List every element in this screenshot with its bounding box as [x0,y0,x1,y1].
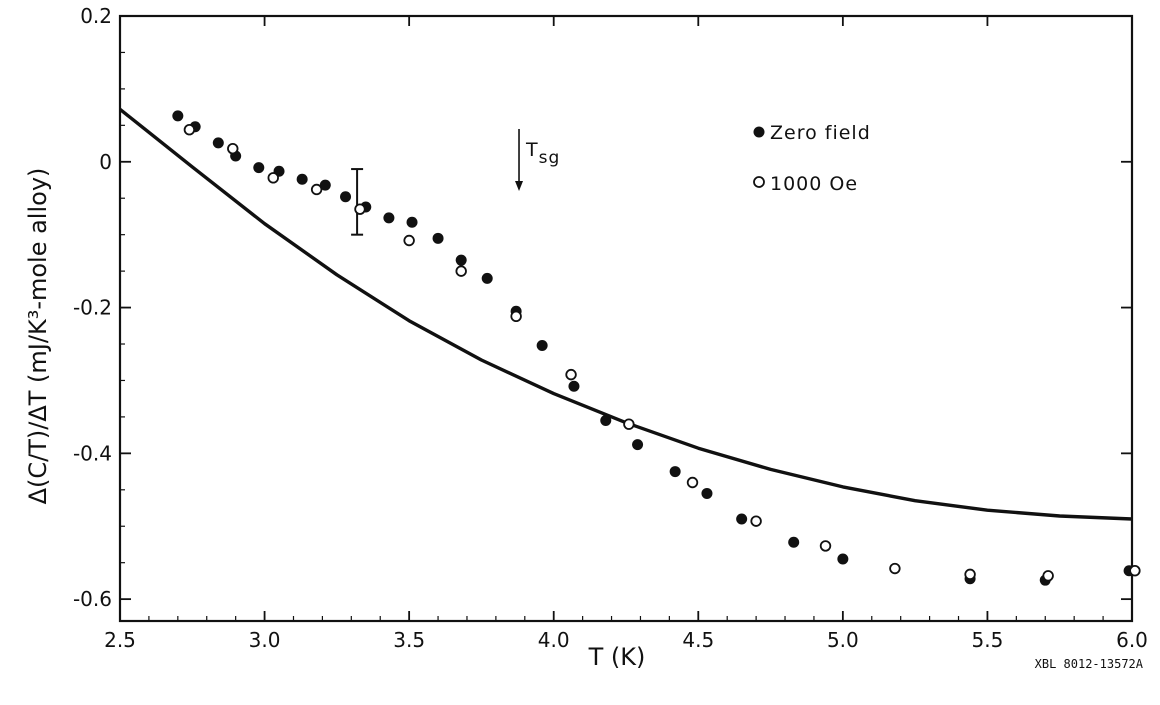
credit-label: XBL 8012-13572A [1035,657,1144,671]
zero-field-point [406,216,418,228]
oe-1000-point [310,183,323,196]
oe-1000-point [1042,570,1054,582]
zero-field-point [788,536,800,548]
y-axis-title: Δ(C/T)/ΔT (mJ/K³-mole alloy) [24,168,52,505]
zero-field-point [212,137,224,149]
zero-field-point [536,339,548,351]
x-tick-label: 5.0 [827,628,859,652]
oe-1000-point [455,265,467,277]
legend-zero-field-marker [753,126,765,138]
zero-field-point [172,110,184,122]
oe-1000-point [1129,565,1141,577]
y-tick-label: 0 [99,150,112,174]
plot-frame [118,14,1134,623]
x-axis-title: T (K) [588,643,646,671]
error-bar [351,168,364,236]
zero-field-point [319,179,331,191]
tsg-label: Tsg [525,139,560,168]
zero-field-point [455,254,467,266]
zero-field-point [383,212,395,224]
zero-field-point [736,513,748,525]
oe-1000-point [686,476,699,489]
zero-field-point [701,487,713,499]
y-tick-label: -0.4 [73,441,112,465]
zero-field-point [253,162,265,174]
zero-field-point [481,272,493,284]
axes: 2.5 3.0 3.5 4.0 4.5 5.0 5.5 6.0 0.2 0 -0.2 -0.4 -0.6 [73,4,1148,652]
oe-1000-point [565,368,577,381]
oe-1000-point [403,234,415,247]
oe-1000-point [510,310,522,323]
zero-field-point [632,439,644,451]
oe-1000-point [623,418,635,430]
model-curve-line [118,107,1133,521]
x-tick-label: 4.0 [538,628,570,652]
oe-1000-point [750,515,762,527]
legend-zero-field-label: Zero field [770,122,871,144]
tsg-annotation: Tsg [515,128,560,191]
x-tick-label: 4.5 [682,628,714,652]
legend: Zero field 1000 Oe [753,122,871,195]
zero-field-point [340,191,352,203]
zero-field-point [837,553,849,565]
y-tick-label: -0.6 [73,587,112,611]
zero-field-point [432,232,444,244]
x-tick-label: 2.5 [104,628,136,652]
oe-1000-point [227,142,239,155]
oe-1000-point [819,540,832,552]
x-tick-label: 3.5 [393,628,425,652]
zero-field-point [568,380,580,392]
oe-1000-point [889,562,901,575]
y-tick-label: 0.2 [80,4,112,28]
legend-1000-oe-marker [753,176,765,188]
x-tick-label: 3.0 [249,628,281,652]
legend-1000-oe-label: 1000 Oe [770,173,858,195]
x-tick-label: 5.5 [972,628,1004,652]
model-curve [118,107,1133,521]
y-tick-label: -0.2 [73,296,112,320]
zero-field-point [600,415,612,427]
oe-1000-point [267,172,279,184]
tsg-arrow-head [515,180,524,191]
oe-1000-point [354,203,366,215]
oe-1000-point [183,124,196,136]
zero-field-point [669,466,681,478]
zero-field-point [296,173,308,185]
oe-1000-point [964,568,976,581]
x-tick-label: 6.0 [1116,628,1148,652]
data-points [172,110,1141,586]
